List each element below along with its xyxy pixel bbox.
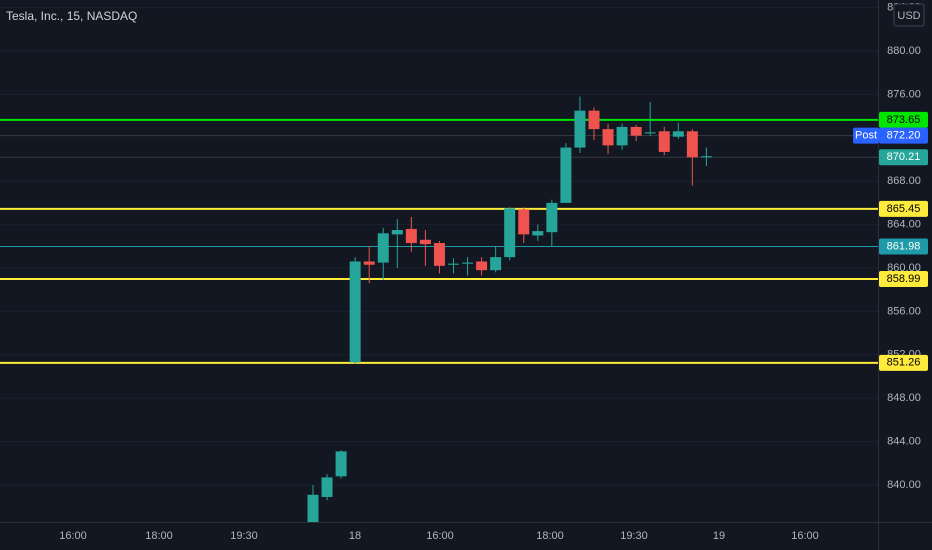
candle-body [602, 129, 614, 146]
candle-body [490, 257, 502, 271]
candle-body [405, 228, 417, 244]
x-tick-label: 18:00 [536, 530, 564, 542]
grid [0, 7, 878, 486]
x-tick-label: 16:00 [791, 530, 819, 542]
x-tick-label: 19 [713, 530, 725, 542]
y-tick-label: 880.00 [887, 45, 921, 57]
price-label-bg [879, 127, 928, 144]
candle-body [504, 208, 516, 258]
x-tick-label: 18:00 [145, 530, 173, 542]
y-tick-label: 848.00 [887, 392, 921, 404]
candle-body [419, 239, 431, 245]
candle-body [574, 110, 586, 148]
candle-body [560, 147, 572, 203]
y-tick-label: 868.00 [887, 175, 921, 187]
price-label: 870.21 [887, 151, 921, 163]
price-label: 872.20 [887, 130, 921, 142]
currency[interactable]: USD [897, 10, 920, 22]
y-tick-label: 864.00 [887, 219, 921, 231]
price-label-bg [879, 270, 928, 287]
chart-title: Tesla, Inc., 15, NASDAQ [6, 9, 137, 23]
x-tick-label: 19:30 [230, 530, 258, 542]
candle-body [532, 231, 544, 236]
price-label: 858.99 [887, 273, 921, 285]
candle-body [630, 126, 642, 136]
candle-body [363, 261, 375, 265]
candle-body [307, 494, 319, 522]
candle-body [335, 451, 347, 477]
candle-body [546, 202, 558, 233]
x-tick-label: 16:00 [59, 530, 87, 542]
candle-body [462, 262, 474, 264]
candles [307, 96, 712, 522]
price-label-bg [879, 238, 928, 255]
x-tick-label: 19:30 [620, 530, 648, 542]
y-tick-label: 876.00 [887, 88, 921, 100]
candle-body [391, 230, 403, 235]
tag-bg [853, 127, 879, 144]
candle-body [588, 110, 600, 130]
candle-body [518, 209, 530, 235]
y-tick-label: 840.00 [887, 479, 921, 491]
price-label: 851.26 [887, 357, 921, 369]
candle-body [349, 261, 361, 363]
y-tick-label: 860.00 [887, 262, 921, 274]
candle-body [433, 243, 445, 266]
candle-body [700, 156, 712, 158]
y-tick-label: 856.00 [887, 305, 921, 317]
x-tick-label: 18 [349, 530, 361, 542]
x-tick-label: 16:00 [426, 530, 454, 542]
price-axis: 884.00880.00876.00868.00864.00860.00856.… [59, 2, 921, 542]
candle-body [686, 131, 698, 158]
currency-box[interactable] [893, 3, 925, 27]
candle-body [476, 261, 488, 271]
candle-body [616, 126, 628, 146]
candle-body [644, 132, 656, 134]
price-labels: 873.65 872.20 Post 870.21 865.45 861.98 858.99… [853, 111, 928, 371]
candle-body [658, 131, 670, 152]
price-label: 861.98 [887, 240, 921, 252]
candle-body [448, 263, 459, 265]
price-label-bg [879, 354, 928, 371]
price-label-bg [879, 149, 928, 166]
price-label: 873.65 [887, 114, 921, 126]
candle-body [377, 233, 389, 263]
price-label-bg [879, 200, 928, 217]
price-label: 865.45 [887, 203, 921, 215]
tag: Post [855, 130, 877, 142]
candle-body [321, 477, 333, 497]
candle-body [672, 131, 684, 137]
y-tick-label: 844.00 [887, 436, 921, 448]
price-label-bg [879, 111, 928, 128]
